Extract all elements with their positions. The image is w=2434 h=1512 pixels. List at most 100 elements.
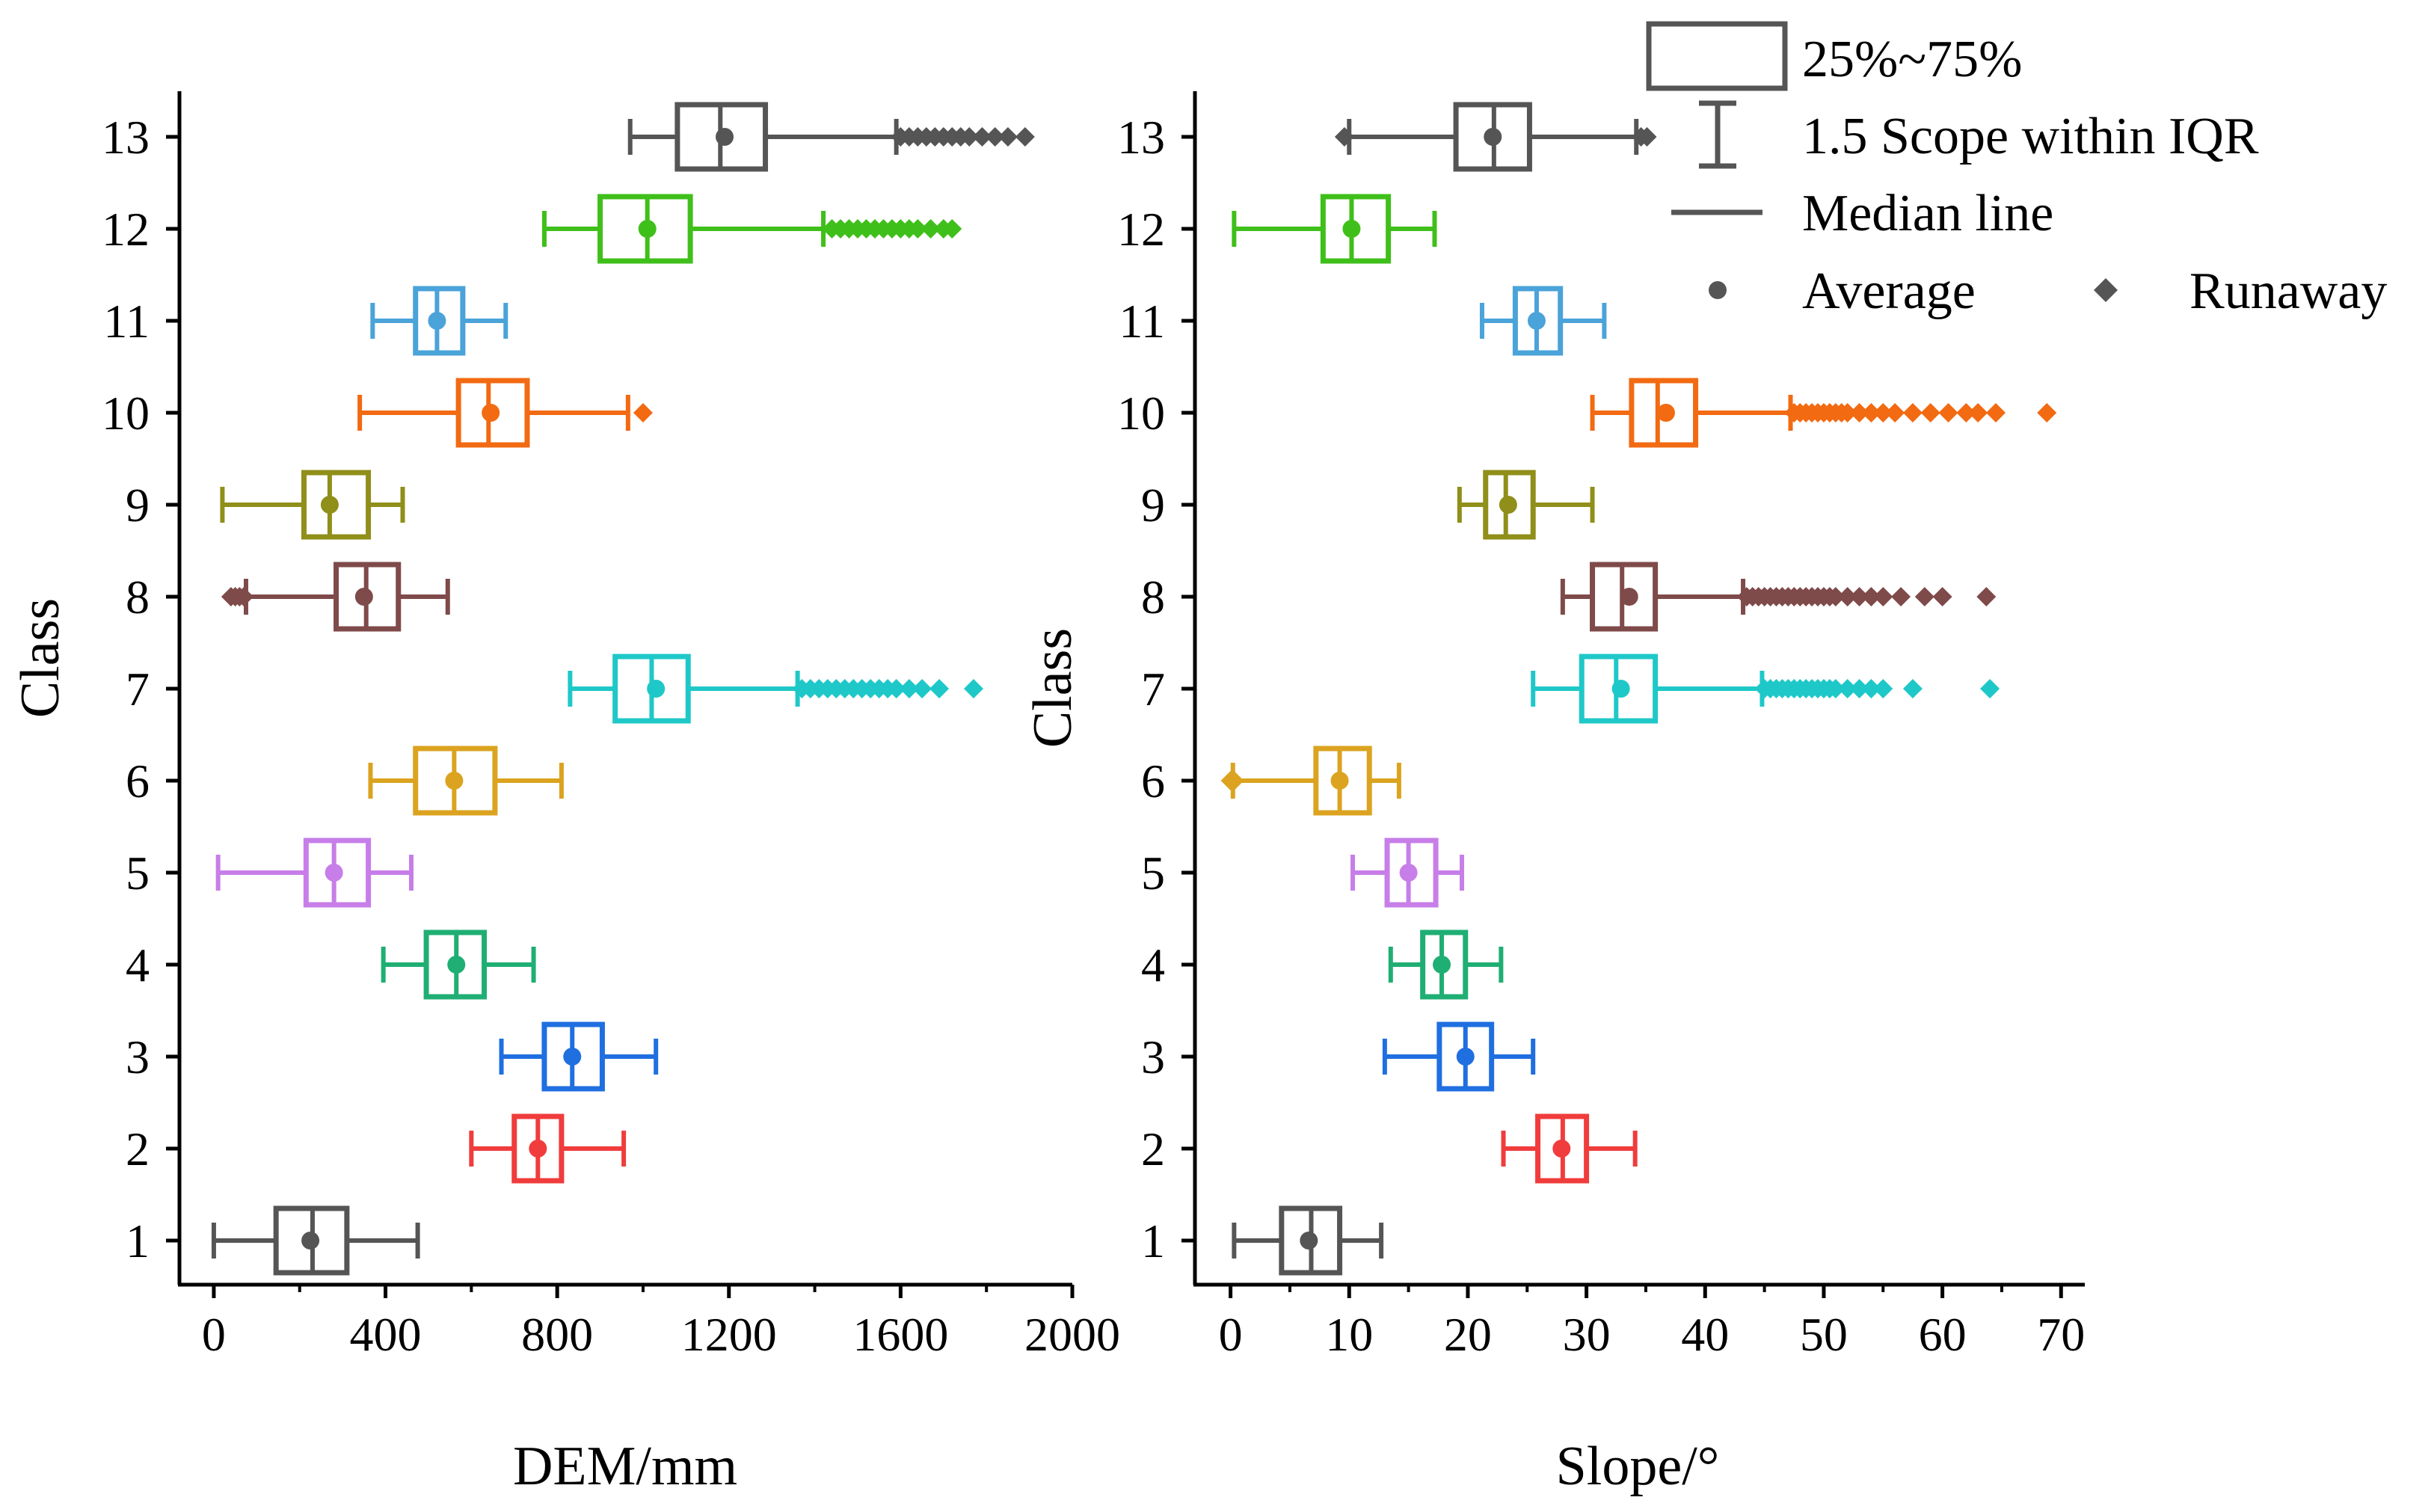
mean-marker	[529, 1140, 547, 1158]
outlier-marker	[1885, 403, 1905, 422]
outlier-marker	[1873, 587, 1893, 606]
mean-marker	[428, 312, 446, 330]
y-tick-label: 1	[1141, 1214, 1165, 1267]
outlier-marker	[899, 679, 919, 698]
box-class-12	[1232, 194, 1437, 264]
outlier-marker	[1849, 587, 1869, 606]
y-tick-label: 10	[102, 387, 150, 440]
outlier-marker	[908, 219, 928, 239]
x-tick-label: 10	[1325, 1308, 1373, 1361]
legend-average-label: Average	[1802, 262, 1976, 320]
y-tick-label: 13	[102, 111, 150, 164]
outlier-marker	[1849, 403, 1869, 422]
legend-outlier-label: Runaway	[2189, 262, 2387, 320]
mean-marker	[301, 1232, 320, 1250]
outlier-marker	[1932, 587, 1952, 606]
outlier-marker	[1976, 587, 1997, 606]
outlier-marker	[1861, 587, 1881, 606]
y-tick-label: 1	[126, 1214, 150, 1267]
box-class-9	[1457, 470, 1595, 540]
mean-marker	[447, 956, 466, 974]
box-class-5	[1350, 838, 1464, 908]
outlier-marker	[1334, 127, 1354, 147]
outlier-marker	[921, 219, 941, 239]
y-tick-label: 9	[1141, 479, 1165, 532]
outlier-marker	[886, 679, 906, 698]
outlier-marker	[942, 219, 962, 239]
legend-box-swatch	[1646, 21, 1788, 91]
x-tick-label: 70	[2037, 1308, 2085, 1361]
box-class-7	[1531, 654, 2000, 724]
x-tick-label: 20	[1444, 1308, 1492, 1361]
outlier-marker	[1837, 679, 1857, 698]
y-tick-label: 6	[126, 755, 150, 808]
box-class-1	[1232, 1205, 1384, 1276]
box-class-3	[1382, 1021, 1536, 1092]
mean-marker	[1611, 680, 1630, 698]
x-tick-label: 60	[1919, 1308, 1967, 1361]
outlier-marker	[1891, 587, 1911, 606]
y-tick-label: 3	[126, 1030, 150, 1084]
mean-marker	[1433, 956, 1451, 974]
box-class-13	[1334, 102, 1657, 172]
y-tick-label: 2	[1141, 1122, 1165, 1176]
outlier-marker	[1986, 403, 2006, 422]
x-tick-label: 30	[1563, 1308, 1611, 1361]
box-class-6	[368, 746, 564, 816]
mean-marker	[1456, 1048, 1475, 1066]
y-tick-label: 12	[1117, 203, 1165, 256]
mean-marker	[1484, 128, 1502, 146]
y-tick-label: 7	[1141, 663, 1165, 716]
mean-marker	[1342, 220, 1361, 238]
outlier-marker	[1968, 403, 1988, 422]
box-class-10	[357, 378, 653, 448]
outlier-marker	[963, 679, 983, 698]
outlier-marker	[1837, 403, 1857, 422]
box-class-11	[370, 286, 508, 356]
right-x-axis-title: Slope/°	[1556, 1436, 1720, 1497]
legend-median-label: Median line	[1802, 185, 2053, 242]
y-tick-label: 10	[1117, 387, 1165, 440]
outlier-marker	[1914, 587, 1934, 606]
box-class-2	[469, 1113, 627, 1184]
mean-marker	[1552, 1140, 1571, 1158]
mean-marker	[445, 772, 464, 790]
y-tick-label: 6	[1141, 755, 1165, 808]
legend-box-label: 25%~75%	[1802, 31, 2023, 88]
legend-outlier-marker	[2094, 278, 2118, 302]
y-tick-label: 4	[1141, 938, 1165, 992]
outlier-marker	[1837, 587, 1857, 606]
outlier-marker	[2037, 403, 2057, 422]
outlier-marker	[929, 679, 950, 698]
y-tick-label: 7	[126, 663, 150, 716]
outlier-marker	[998, 127, 1018, 147]
outlier-marker	[1015, 127, 1035, 147]
outlier-marker	[1902, 679, 1923, 698]
mean-marker	[1499, 496, 1517, 514]
mean-marker	[563, 1048, 582, 1066]
y-tick-label: 2	[126, 1122, 150, 1176]
x-tick-label: 1200	[681, 1308, 777, 1361]
box-class-7	[568, 654, 983, 724]
y-tick-label: 4	[126, 938, 150, 992]
y-tick-label: 11	[1119, 295, 1165, 348]
left-y-axis-title: Class	[10, 598, 71, 718]
box-class-11	[1479, 286, 1607, 356]
mean-marker	[1527, 312, 1546, 330]
box-class-1	[211, 1205, 420, 1276]
y-tick-label: 12	[102, 203, 150, 256]
box-class-9	[220, 470, 405, 540]
x-tick-label: 40	[1681, 1308, 1729, 1361]
mean-marker	[716, 128, 734, 146]
outlier-marker	[1938, 403, 1958, 422]
outlier-marker	[1956, 403, 1976, 422]
y-tick-label: 8	[1141, 571, 1165, 624]
y-tick-label: 11	[103, 295, 150, 348]
outlier-marker	[1920, 403, 1940, 422]
legend-whisker-label: 1.5 Scope within IQR	[1802, 108, 2259, 165]
mean-marker	[325, 864, 343, 882]
box-class-8	[1560, 562, 1997, 632]
